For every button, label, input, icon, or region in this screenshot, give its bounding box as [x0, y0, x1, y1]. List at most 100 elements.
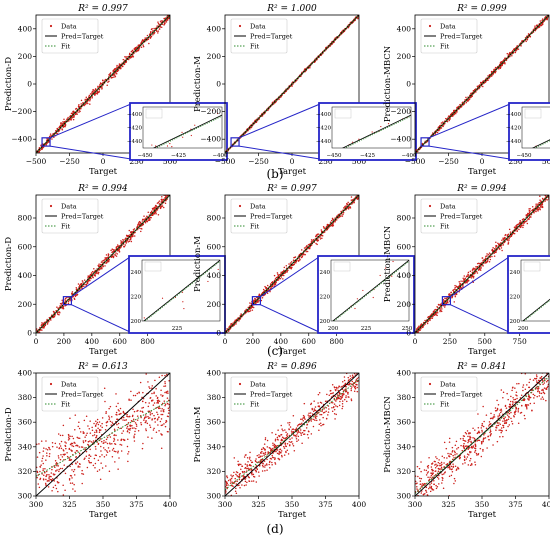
- inset-y-tick-label: 200: [320, 319, 331, 325]
- data-point: [43, 447, 45, 449]
- data-point: [97, 271, 100, 274]
- data-point: [78, 437, 81, 439]
- data-point: [158, 400, 161, 402]
- data-point: [536, 209, 538, 211]
- data-point: [102, 259, 105, 262]
- data-point: [163, 17, 165, 20]
- data-point: [91, 96, 93, 98]
- inset-data-point: [183, 307, 185, 310]
- data-point: [40, 464, 42, 466]
- data-point: [329, 221, 332, 223]
- data-point: [95, 434, 98, 437]
- data-point: [299, 259, 301, 261]
- data-point: [427, 320, 429, 322]
- inset-data-point: [182, 301, 184, 303]
- data-point: [45, 144, 47, 146]
- data-point: [115, 246, 118, 249]
- data-point: [137, 49, 139, 52]
- data-point: [141, 400, 144, 403]
- data-point: [41, 460, 43, 462]
- data-point: [528, 211, 531, 214]
- data-point: [135, 425, 138, 427]
- data-point: [138, 222, 140, 224]
- data-point: [472, 90, 475, 92]
- data-point: [115, 434, 117, 437]
- data-point: [467, 280, 469, 282]
- data-point: [62, 126, 65, 128]
- data-point: [53, 315, 56, 318]
- panel-title: R² = 1.000: [266, 4, 317, 14]
- data-point: [541, 18, 544, 20]
- inset-x-tick-label: −450: [137, 153, 153, 159]
- data-point: [117, 439, 119, 441]
- y-tick-label: −400: [390, 135, 411, 144]
- data-point: [160, 26, 163, 29]
- data-point: [453, 288, 456, 290]
- data-point: [138, 223, 140, 225]
- zoom-inset: −450−425−400−400−420−440: [230, 102, 417, 161]
- data-point: [89, 440, 91, 442]
- data-point: [305, 246, 307, 248]
- data-point: [74, 113, 77, 115]
- data-point: [516, 229, 518, 232]
- data-point: [132, 229, 135, 231]
- data-point: [525, 220, 527, 223]
- data-point: [71, 112, 74, 114]
- data-point: [40, 324, 43, 327]
- data-point: [437, 304, 440, 306]
- data-point: [152, 399, 154, 401]
- data-point: [462, 280, 464, 283]
- inset-fit-line: [144, 260, 220, 321]
- data-point: [250, 126, 253, 129]
- data-point: [140, 46, 143, 48]
- data-point: [61, 129, 64, 131]
- data-point: [101, 260, 104, 262]
- data-point: [158, 200, 161, 202]
- data-point: [453, 290, 455, 293]
- data-point: [129, 427, 132, 430]
- data-point: [132, 408, 134, 411]
- data-point: [158, 203, 161, 205]
- data-point: [116, 253, 118, 255]
- inset-data-point: [190, 128, 192, 130]
- data-point: [518, 222, 521, 224]
- data-point: [323, 227, 326, 229]
- data-point: [128, 240, 131, 243]
- data-point: [159, 407, 161, 410]
- data-point: [508, 228, 511, 231]
- data-point: [269, 283, 272, 285]
- data-point: [91, 92, 93, 94]
- data-point: [280, 276, 283, 278]
- data-point: [74, 490, 76, 492]
- data-point: [309, 246, 311, 249]
- panel-title: R² = 0.997: [77, 4, 128, 14]
- data-point: [58, 468, 60, 471]
- data-point: [135, 46, 138, 48]
- data-point: [162, 394, 164, 397]
- x-tick-label: 250: [443, 337, 458, 346]
- data-point: [440, 310, 443, 313]
- data-point: [158, 23, 161, 26]
- plot-area: [225, 15, 359, 153]
- data-point: [164, 425, 167, 428]
- data-point: [97, 91, 99, 94]
- data-point: [161, 196, 163, 198]
- data-point: [129, 57, 131, 59]
- data-point: [531, 209, 533, 212]
- data-point: [254, 119, 257, 121]
- data-point: [127, 241, 130, 243]
- data-point: [304, 68, 306, 70]
- data-point: [488, 261, 491, 263]
- legend-label-data: Data: [61, 23, 77, 31]
- data-point: [168, 17, 170, 19]
- data-point: [528, 209, 531, 212]
- data-point: [506, 239, 509, 241]
- fit-line: [415, 15, 549, 153]
- legend-marker-data: [238, 204, 242, 208]
- inset-plot-area: [151, 109, 222, 148]
- data-point: [476, 85, 479, 87]
- data-point: [104, 78, 107, 81]
- data-point: [163, 22, 166, 25]
